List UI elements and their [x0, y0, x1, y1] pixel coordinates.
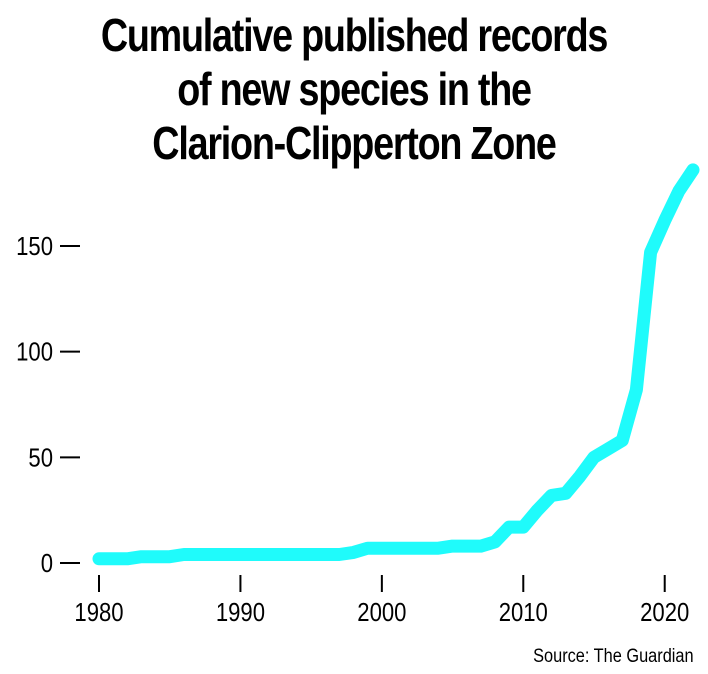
x-axis: 1980 1990 2000 2010 2020 — [74, 575, 689, 627]
x-tick-label: 1990 — [216, 598, 265, 627]
x-tick-label: 2000 — [357, 598, 406, 627]
chart-title-line-1: Cumulative published records — [100, 9, 609, 61]
series-group — [92, 163, 700, 566]
y-axis: 0 50 100 150 — [16, 232, 80, 578]
y-tick-label: 150 — [16, 232, 53, 261]
series-line — [92, 163, 700, 566]
x-tick-label: 1980 — [74, 598, 123, 627]
x-tick-label: 2020 — [640, 598, 689, 627]
chart-title-line-3: Clarion-Clipperton Zone — [152, 117, 557, 169]
chart-title: Cumulative published records of new spec… — [64, 8, 645, 170]
y-tick-label: 100 — [16, 338, 53, 367]
y-tick-label: 0 — [41, 549, 53, 578]
chart-title-line-2: of new species in the — [177, 63, 532, 115]
source-credit: Source: The Guardian — [533, 646, 694, 667]
x-tick-label: 2010 — [499, 598, 548, 627]
y-tick-label: 50 — [28, 444, 53, 473]
